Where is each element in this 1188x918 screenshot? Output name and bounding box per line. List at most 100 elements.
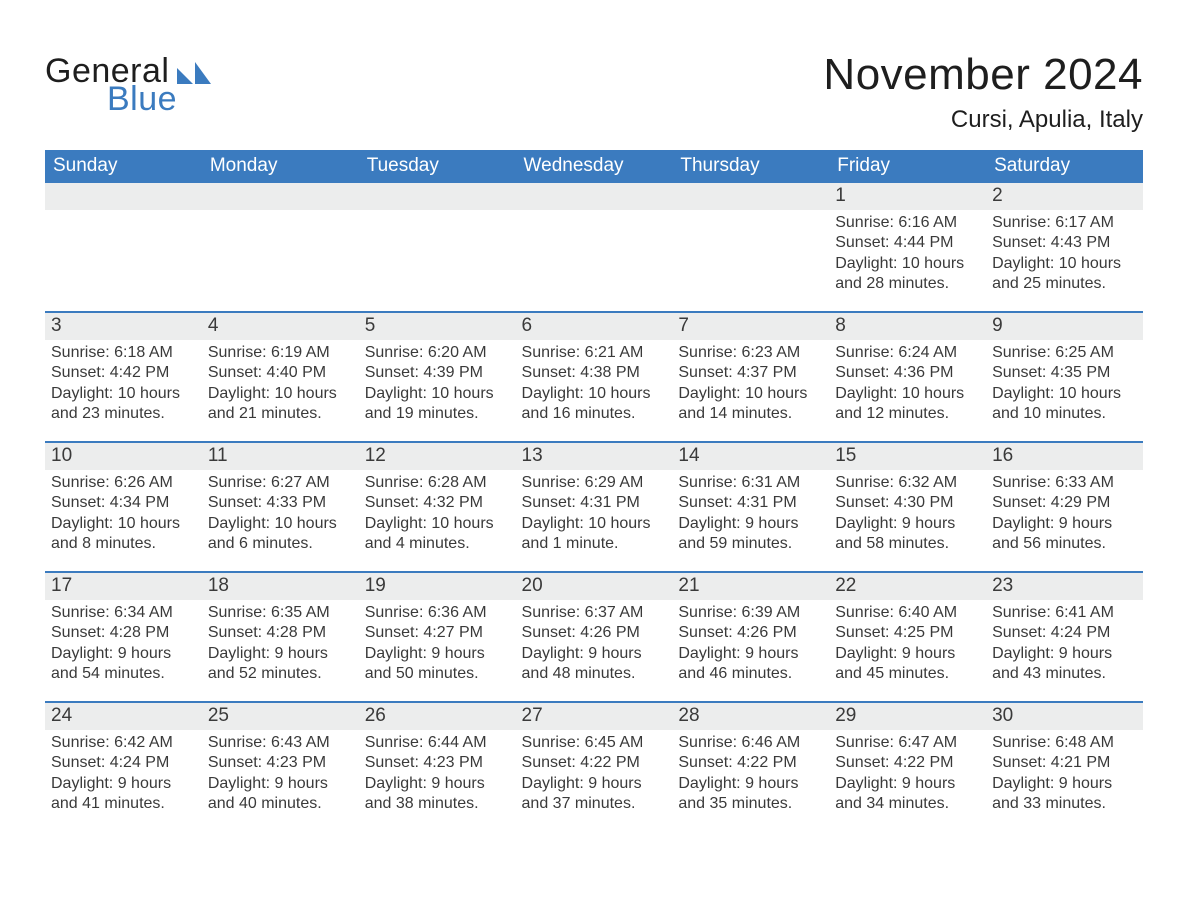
calendar-page: General Blue November 2024 Cursi, Apulia… [0, 0, 1188, 918]
day-info: Sunrise: 6:18 AMSunset: 4:42 PMDaylight:… [45, 340, 202, 431]
calendar-cell [516, 183, 673, 312]
day-info: Sunrise: 6:46 AMSunset: 4:22 PMDaylight:… [672, 730, 829, 821]
daylight-text: Daylight: 9 hours and 33 minutes. [992, 774, 1137, 815]
daylight-text: Daylight: 10 hours and 12 minutes. [835, 384, 980, 425]
day-number: 9 [986, 313, 1143, 340]
day-info: Sunrise: 6:40 AMSunset: 4:25 PMDaylight:… [829, 600, 986, 691]
brand-mark-icon [177, 62, 211, 84]
day-header-row: Sunday Monday Tuesday Wednesday Thursday… [45, 150, 1143, 183]
sunrise-text: Sunrise: 6:39 AM [678, 603, 823, 623]
header-row: General Blue November 2024 Cursi, Apulia… [45, 30, 1143, 144]
day-number: 6 [516, 313, 673, 340]
title-block: November 2024 Cursi, Apulia, Italy [823, 30, 1143, 144]
sunset-text: Sunset: 4:28 PM [51, 623, 196, 643]
sunrise-text: Sunrise: 6:32 AM [835, 473, 980, 493]
sunrise-text: Sunrise: 6:19 AM [208, 343, 353, 363]
day-number: 4 [202, 313, 359, 340]
day-header: Saturday [986, 150, 1143, 183]
calendar-cell: 12Sunrise: 6:28 AMSunset: 4:32 PMDayligh… [359, 442, 516, 572]
day-info: Sunrise: 6:45 AMSunset: 4:22 PMDaylight:… [516, 730, 673, 821]
daylight-text: Daylight: 10 hours and 28 minutes. [835, 254, 980, 295]
sunset-text: Sunset: 4:21 PM [992, 753, 1137, 773]
day-info: Sunrise: 6:25 AMSunset: 4:35 PMDaylight:… [986, 340, 1143, 431]
daylight-text: Daylight: 9 hours and 45 minutes. [835, 644, 980, 685]
sunrise-text: Sunrise: 6:28 AM [365, 473, 510, 493]
day-number: 10 [45, 443, 202, 470]
sunset-text: Sunset: 4:24 PM [992, 623, 1137, 643]
calendar-cell: 1Sunrise: 6:16 AMSunset: 4:44 PMDaylight… [829, 183, 986, 312]
brand-text: General Blue [45, 54, 177, 116]
day-info: Sunrise: 6:42 AMSunset: 4:24 PMDaylight:… [45, 730, 202, 821]
calendar-cell: 2Sunrise: 6:17 AMSunset: 4:43 PMDaylight… [986, 183, 1143, 312]
sunrise-text: Sunrise: 6:48 AM [992, 733, 1137, 753]
sunset-text: Sunset: 4:26 PM [678, 623, 823, 643]
daylight-text: Daylight: 10 hours and 14 minutes. [678, 384, 823, 425]
brand-logo: General Blue [45, 30, 211, 116]
sunrise-text: Sunrise: 6:36 AM [365, 603, 510, 623]
daylight-text: Daylight: 9 hours and 59 minutes. [678, 514, 823, 555]
daylight-text: Daylight: 9 hours and 37 minutes. [522, 774, 667, 815]
sunrise-text: Sunrise: 6:37 AM [522, 603, 667, 623]
sunset-text: Sunset: 4:22 PM [835, 753, 980, 773]
daylight-text: Daylight: 9 hours and 35 minutes. [678, 774, 823, 815]
daylight-text: Daylight: 9 hours and 34 minutes. [835, 774, 980, 815]
sunrise-text: Sunrise: 6:47 AM [835, 733, 980, 753]
day-info: Sunrise: 6:17 AMSunset: 4:43 PMDaylight:… [986, 210, 1143, 301]
daylight-text: Daylight: 10 hours and 6 minutes. [208, 514, 353, 555]
sunrise-text: Sunrise: 6:34 AM [51, 603, 196, 623]
calendar-cell [45, 183, 202, 312]
day-info: Sunrise: 6:48 AMSunset: 4:21 PMDaylight:… [986, 730, 1143, 821]
calendar-cell: 22Sunrise: 6:40 AMSunset: 4:25 PMDayligh… [829, 572, 986, 702]
sunrise-text: Sunrise: 6:46 AM [678, 733, 823, 753]
day-number: 22 [829, 573, 986, 600]
calendar-cell: 8Sunrise: 6:24 AMSunset: 4:36 PMDaylight… [829, 312, 986, 442]
sunset-text: Sunset: 4:26 PM [522, 623, 667, 643]
calendar-cell: 4Sunrise: 6:19 AMSunset: 4:40 PMDaylight… [202, 312, 359, 442]
day-info: Sunrise: 6:28 AMSunset: 4:32 PMDaylight:… [359, 470, 516, 561]
day-number: 26 [359, 703, 516, 730]
daylight-text: Daylight: 9 hours and 48 minutes. [522, 644, 667, 685]
calendar-cell: 25Sunrise: 6:43 AMSunset: 4:23 PMDayligh… [202, 702, 359, 831]
day-info: Sunrise: 6:21 AMSunset: 4:38 PMDaylight:… [516, 340, 673, 431]
day-number: 20 [516, 573, 673, 600]
day-info: Sunrise: 6:39 AMSunset: 4:26 PMDaylight:… [672, 600, 829, 691]
calendar-cell: 5Sunrise: 6:20 AMSunset: 4:39 PMDaylight… [359, 312, 516, 442]
day-number: 3 [45, 313, 202, 340]
day-number: 16 [986, 443, 1143, 470]
day-header: Thursday [672, 150, 829, 183]
day-info: Sunrise: 6:36 AMSunset: 4:27 PMDaylight:… [359, 600, 516, 691]
sunrise-text: Sunrise: 6:17 AM [992, 213, 1137, 233]
daylight-text: Daylight: 9 hours and 40 minutes. [208, 774, 353, 815]
day-number: 27 [516, 703, 673, 730]
calendar-cell: 19Sunrise: 6:36 AMSunset: 4:27 PMDayligh… [359, 572, 516, 702]
sunset-text: Sunset: 4:23 PM [365, 753, 510, 773]
calendar-cell: 24Sunrise: 6:42 AMSunset: 4:24 PMDayligh… [45, 702, 202, 831]
daylight-text: Daylight: 10 hours and 4 minutes. [365, 514, 510, 555]
day-info: Sunrise: 6:44 AMSunset: 4:23 PMDaylight:… [359, 730, 516, 821]
sunrise-text: Sunrise: 6:44 AM [365, 733, 510, 753]
sunset-text: Sunset: 4:32 PM [365, 493, 510, 513]
sunset-text: Sunset: 4:38 PM [522, 363, 667, 383]
sunrise-text: Sunrise: 6:20 AM [365, 343, 510, 363]
day-number: 7 [672, 313, 829, 340]
calendar-cell: 14Sunrise: 6:31 AMSunset: 4:31 PMDayligh… [672, 442, 829, 572]
daylight-text: Daylight: 10 hours and 8 minutes. [51, 514, 196, 555]
calendar-cell [672, 183, 829, 312]
daylight-text: Daylight: 9 hours and 46 minutes. [678, 644, 823, 685]
day-number: 2 [986, 183, 1143, 210]
day-number: 1 [829, 183, 986, 210]
sunset-text: Sunset: 4:44 PM [835, 233, 980, 253]
calendar-cell: 29Sunrise: 6:47 AMSunset: 4:22 PMDayligh… [829, 702, 986, 831]
day-number: 28 [672, 703, 829, 730]
sunrise-text: Sunrise: 6:43 AM [208, 733, 353, 753]
day-number [202, 183, 359, 210]
calendar-cell: 28Sunrise: 6:46 AMSunset: 4:22 PMDayligh… [672, 702, 829, 831]
day-info: Sunrise: 6:34 AMSunset: 4:28 PMDaylight:… [45, 600, 202, 691]
calendar-cell: 23Sunrise: 6:41 AMSunset: 4:24 PMDayligh… [986, 572, 1143, 702]
day-info: Sunrise: 6:20 AMSunset: 4:39 PMDaylight:… [359, 340, 516, 431]
daylight-text: Daylight: 9 hours and 58 minutes. [835, 514, 980, 555]
calendar-cell: 27Sunrise: 6:45 AMSunset: 4:22 PMDayligh… [516, 702, 673, 831]
sunset-text: Sunset: 4:39 PM [365, 363, 510, 383]
day-number: 21 [672, 573, 829, 600]
calendar-cell: 11Sunrise: 6:27 AMSunset: 4:33 PMDayligh… [202, 442, 359, 572]
